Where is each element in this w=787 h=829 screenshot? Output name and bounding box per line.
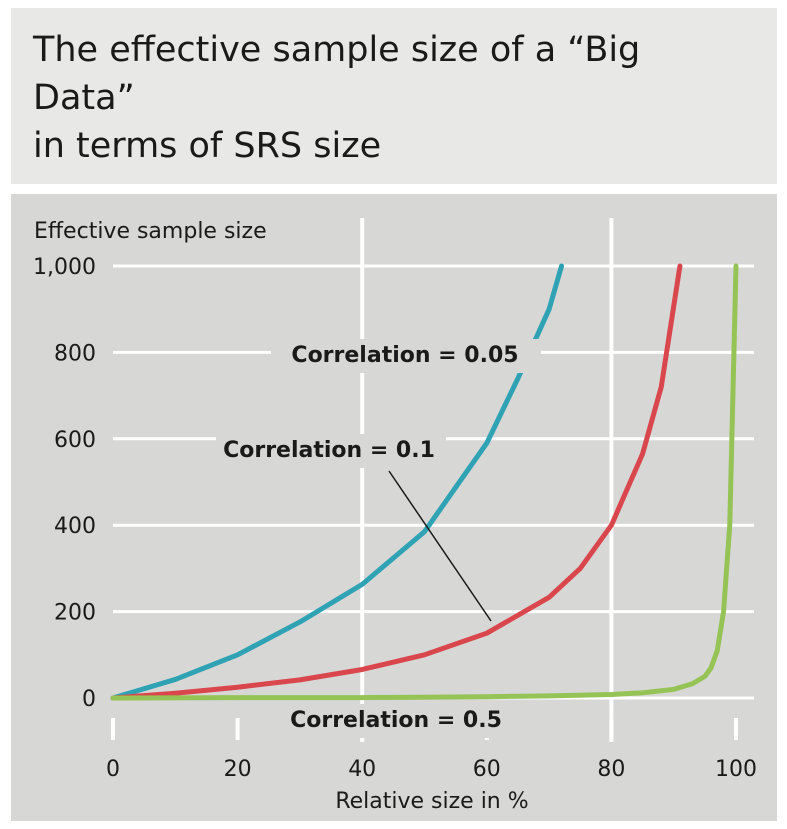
series-group xyxy=(110,263,739,701)
x-tick-label: 60 xyxy=(473,757,501,782)
x-tick-label: 40 xyxy=(348,757,376,782)
line-chart: 0 200 400 600 800 1,000 0 20 40 60 80 100 Effective… xyxy=(33,218,757,814)
annotation-leader-line xyxy=(388,470,492,622)
x-tick-label: 80 xyxy=(597,757,625,782)
y-tick-label: 0 xyxy=(82,687,96,712)
tick-group: 0 200 400 600 800 1,000 0 20 40 60 80 100 xyxy=(33,255,757,782)
x-tick-label: 20 xyxy=(224,757,252,782)
x-tick-label: 0 xyxy=(106,757,120,782)
series-line-3 xyxy=(110,263,739,701)
annotation-label: Correlation = 0.05 xyxy=(291,343,518,368)
x-tick-label: 100 xyxy=(715,757,757,782)
annotation-label: Correlation = 0.5 xyxy=(290,708,502,733)
annotation-background xyxy=(271,339,541,373)
annotation-group: Correlation = 0.05 Correlation = 0.1 Corre… xyxy=(216,339,541,738)
chart-title: The effective sample size of a “Big Data… xyxy=(33,26,753,170)
y-axis-label: Effective sample size xyxy=(34,219,267,244)
y-tick-label: 600 xyxy=(54,428,96,453)
annotation-background xyxy=(216,434,446,468)
chart-panel: 0 200 400 600 800 1,000 0 20 40 60 80 100 Effective… xyxy=(11,194,777,821)
y-tick-label: 1,000 xyxy=(33,255,96,280)
annotation-label: Correlation = 0.1 xyxy=(223,438,435,463)
series-line-2 xyxy=(110,263,683,701)
y-tick-label: 400 xyxy=(54,514,96,539)
series-line-1 xyxy=(110,263,565,701)
annotation-background xyxy=(273,704,519,738)
title-panel: The effective sample size of a “Big Data… xyxy=(11,8,777,184)
y-tick-label: 800 xyxy=(54,341,96,366)
y-tick-label: 200 xyxy=(54,601,96,626)
chart-title-line-2: in terms of SRS size xyxy=(33,126,382,166)
chart-title-line-1: The effective sample size of a “Big Data… xyxy=(33,30,641,118)
x-axis-label: Relative size in % xyxy=(335,789,528,814)
figure: The effective sample size of a “Big Data… xyxy=(11,8,777,821)
